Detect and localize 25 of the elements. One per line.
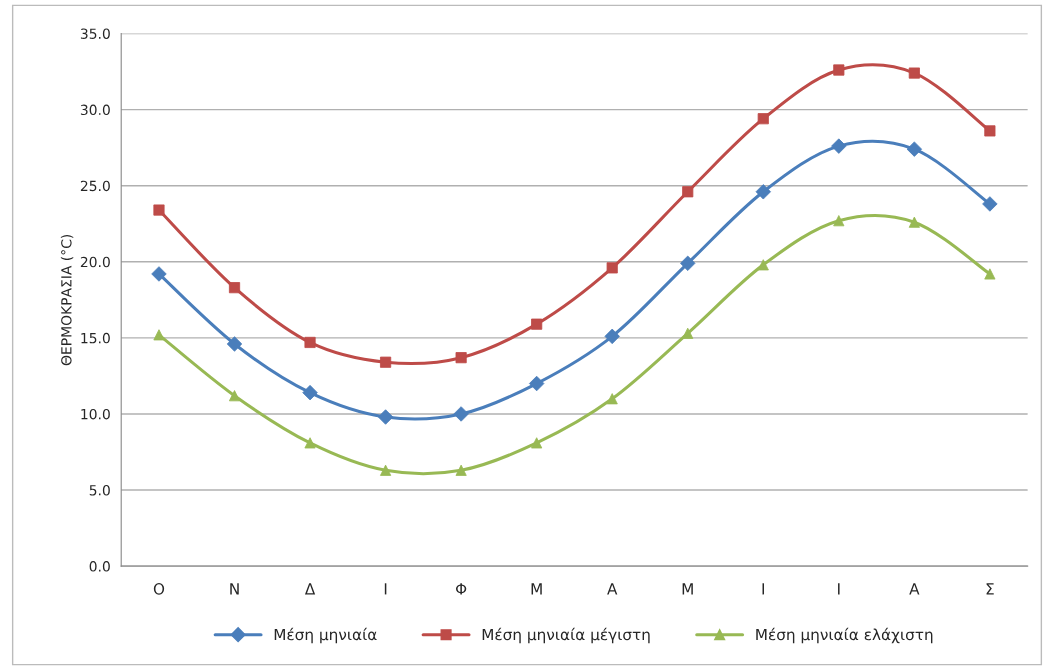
y-tick-label: 0.0 [89, 561, 110, 572]
x-tick-label: Α [607, 583, 618, 595]
x-tick-label: Ν [230, 583, 239, 595]
y-tick-label: 30.0 [80, 104, 110, 116]
y-tick-label: 10.0 [81, 408, 110, 420]
x-tick-label: Δ [304, 583, 316, 595]
x-tick-label: Ι [838, 583, 840, 595]
y-tick-label: 25.0 [80, 180, 110, 192]
y-tick-label: 20.0 [80, 256, 110, 268]
y-tick-label: 15.0 [81, 332, 110, 344]
legend-label: Μέση μηνιαία μέγιστη [482, 627, 650, 644]
x-tick-label: Μ [682, 583, 693, 595]
legend-label: Μέση μηνιαία [274, 627, 377, 644]
y-tick-label: 35.0 [80, 28, 110, 39]
x-tick-label: Α [909, 583, 920, 595]
x-tick-label: Ο [153, 583, 165, 595]
point [151, 266, 167, 282]
y-axis-title: ΘΕΡΜΟΚΡΑΣΙΑ (°C) [60, 234, 74, 366]
legend-label: Μέση μηνιαία ελάχιστη [756, 627, 933, 644]
x-tick-label: Ι [762, 583, 765, 595]
x-tick-label: Σ [986, 583, 994, 595]
x-tick-label: Μ [531, 583, 542, 595]
y-tick-label: 5.0 [89, 485, 110, 496]
x-tick-label: Φ [455, 583, 467, 595]
x-tick-label: Ι [384, 583, 387, 595]
